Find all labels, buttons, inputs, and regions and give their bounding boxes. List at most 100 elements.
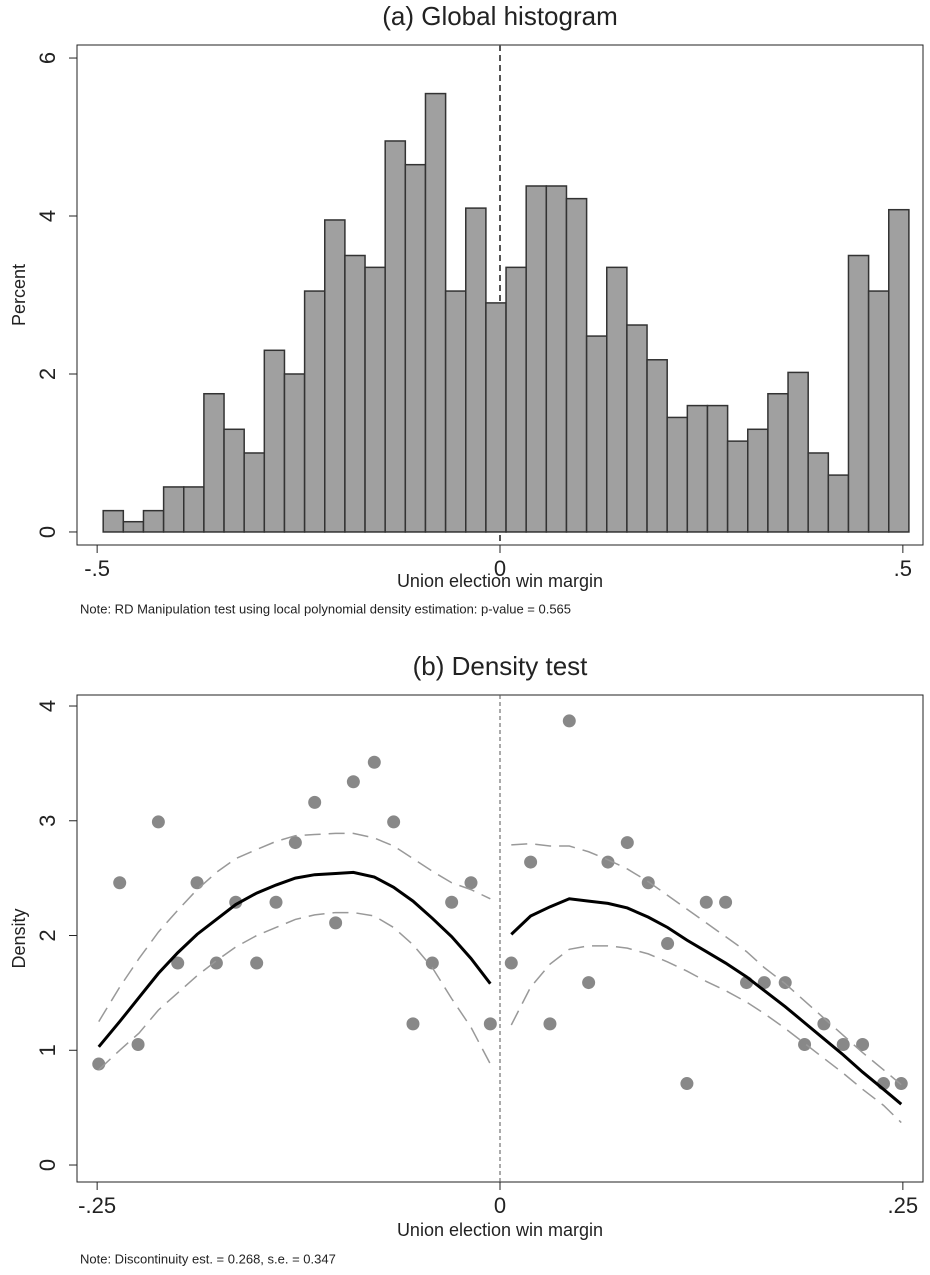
bar (283, 373, 306, 533)
x-axis-title: Union election win margin (397, 571, 603, 591)
data-point (250, 956, 264, 970)
bar (223, 428, 245, 533)
bar (485, 302, 507, 533)
bar (726, 440, 749, 533)
data-point (113, 876, 127, 890)
bar (807, 452, 830, 533)
bar (867, 290, 890, 533)
data-point (387, 815, 401, 829)
x-tick-label: 0 (494, 556, 506, 581)
bar (505, 266, 527, 533)
ci-line (511, 842, 902, 1086)
panel-title: (b) Density test (413, 651, 589, 681)
x-tick-label: .5 (894, 556, 912, 581)
x-tick-label: -.25 (78, 1193, 116, 1218)
bar (424, 92, 447, 533)
data-point (346, 775, 360, 789)
bar (384, 140, 407, 533)
y-tick-label: 3 (35, 815, 60, 827)
y-tick-label: 4 (35, 210, 60, 222)
data-point (504, 956, 518, 970)
bar (162, 486, 185, 533)
bar (585, 335, 608, 533)
fit-line (510, 897, 903, 1106)
bar (706, 404, 729, 533)
bar (183, 486, 205, 533)
data-point (620, 836, 634, 850)
data-point (757, 976, 771, 990)
x-tick-label: 0 (494, 1193, 506, 1218)
data-point (543, 1017, 557, 1031)
data-point (329, 916, 343, 930)
data-point (582, 976, 596, 990)
bar (364, 266, 386, 533)
y-axis-title: Percent (9, 264, 29, 326)
bar (404, 163, 427, 533)
fit-line (97, 870, 492, 1048)
bar (686, 404, 709, 533)
panel-title: (a) Global histogram (382, 1, 618, 31)
bar (888, 208, 910, 533)
data-point (269, 895, 283, 909)
data-point (856, 1038, 870, 1052)
data-point (524, 855, 538, 869)
bar (847, 254, 870, 533)
bar (545, 185, 568, 533)
note: Note: Discontinuity est. = 0.268, s.e. =… (80, 1251, 336, 1266)
data-point (190, 876, 204, 890)
data-point (817, 1017, 831, 1031)
bar (767, 392, 789, 533)
bar (324, 219, 346, 533)
data-point (680, 1077, 694, 1091)
data-point (92, 1057, 106, 1071)
bar (787, 371, 809, 533)
bar (203, 392, 225, 533)
data-point (288, 836, 302, 850)
data-point (464, 876, 478, 890)
bar (102, 509, 125, 533)
y-tick-label: 0 (35, 1159, 60, 1171)
y-tick-label: 0 (35, 526, 60, 538)
bar (626, 324, 648, 533)
data-point (425, 956, 439, 970)
data-point (562, 714, 576, 728)
data-point (483, 1017, 497, 1031)
bar (525, 185, 548, 533)
data-point (171, 956, 185, 970)
data-point (699, 895, 713, 909)
data-point (601, 855, 615, 869)
data-point (641, 876, 655, 890)
bar (303, 290, 326, 533)
y-tick-label: 2 (35, 929, 60, 941)
bar (606, 266, 628, 533)
y-tick-label: 2 (35, 368, 60, 380)
bar (344, 254, 366, 533)
bar (142, 509, 165, 533)
data-point (308, 795, 322, 809)
bar (263, 349, 286, 533)
x-axis-title: Union election win margin (397, 1220, 603, 1240)
data-point (894, 1077, 908, 1091)
data-point (131, 1038, 145, 1052)
x-tick-label: -.5 (84, 556, 110, 581)
data-point (151, 815, 165, 829)
bar (465, 207, 487, 533)
data-point (719, 895, 733, 909)
data-point (798, 1038, 812, 1052)
y-axis-title: Density (9, 908, 29, 968)
data-point (209, 956, 223, 970)
data-point (406, 1017, 420, 1031)
y-tick-label: 6 (35, 52, 60, 64)
bar (666, 416, 689, 533)
y-tick-label: 4 (35, 700, 60, 712)
y-tick-label: 1 (35, 1044, 60, 1056)
ci-line (98, 911, 491, 1071)
data-point (836, 1038, 850, 1052)
note: Note: RD Manipulation test using local p… (80, 601, 571, 616)
data-point (367, 755, 381, 769)
bar (747, 428, 769, 533)
ci-line (510, 945, 902, 1124)
data-point (445, 895, 459, 909)
bar (646, 359, 668, 533)
